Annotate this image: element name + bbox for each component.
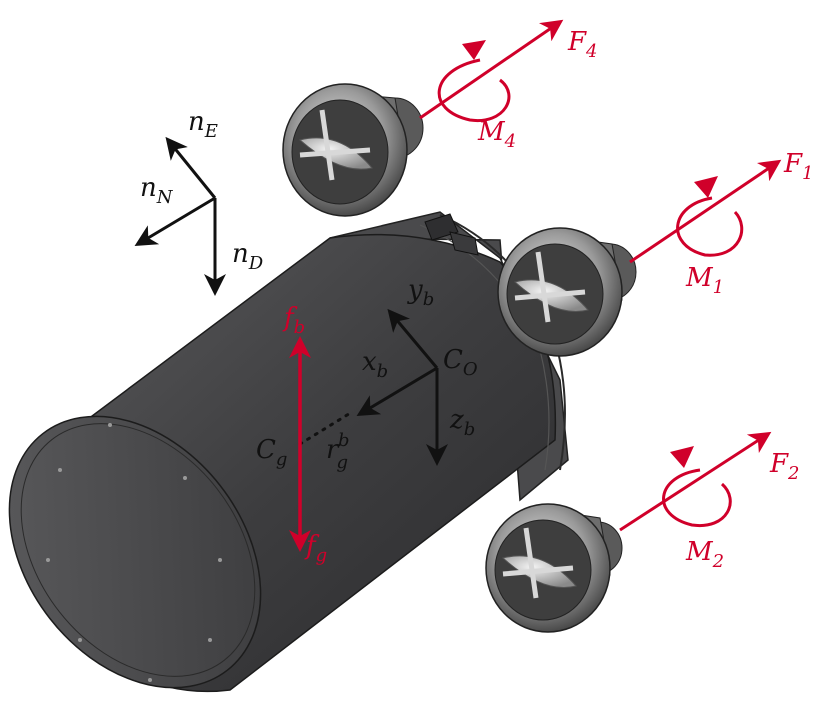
thrust-F2-group: F2 M2 [619, 431, 800, 572]
thrust-F4-group: F4 M4 [419, 19, 598, 152]
body-frame: yb xb zb CO Cg rgb [256, 275, 478, 473]
label-f2: F2 [769, 449, 800, 484]
moment-m4-arrowhead [462, 40, 486, 60]
label-c-g: Cg [256, 435, 287, 470]
thrust-f2-arrow [619, 431, 772, 532]
label-y-b: yb [407, 275, 434, 310]
label-c-o: CO [443, 345, 478, 380]
offset-rgb-dotted-line [298, 410, 354, 446]
label-n-down: nD [232, 239, 264, 274]
ned-east-arrow [165, 136, 217, 199]
label-n-north: nN [140, 173, 174, 208]
label-m1: M1 [685, 263, 724, 298]
label-n-east: nE [188, 107, 218, 142]
thruster-4 [282, 83, 424, 217]
moment-m1-arrowhead [694, 176, 718, 198]
ned-frame: nE nN nD [134, 107, 264, 296]
thruster-1 [497, 227, 637, 357]
vehicle-hull [8, 211, 569, 693]
thrust-F1-group: F1 M1 [629, 149, 814, 298]
label-f1: F1 [783, 149, 814, 184]
thruster-2 [485, 503, 623, 633]
thrust-f1-arrow [629, 159, 782, 264]
label-m4: M4 [477, 117, 516, 152]
moment-m4-arc [437, 58, 511, 122]
ned-north-arrow [134, 196, 216, 247]
label-f4: F4 [567, 27, 598, 62]
thrust-f4-arrow [419, 19, 564, 120]
label-x-b: xb [362, 347, 388, 382]
label-m2: M2 [685, 537, 724, 572]
body-y-axis-arrow [387, 308, 439, 369]
body-x-axis-arrow [356, 366, 438, 417]
moment-m1-arc [676, 196, 744, 257]
label-z-b: zb [449, 405, 475, 440]
moment-m2-arrowhead [670, 446, 694, 468]
label-r-g-b: rgb [326, 430, 350, 473]
moment-m2-arc [662, 468, 732, 527]
